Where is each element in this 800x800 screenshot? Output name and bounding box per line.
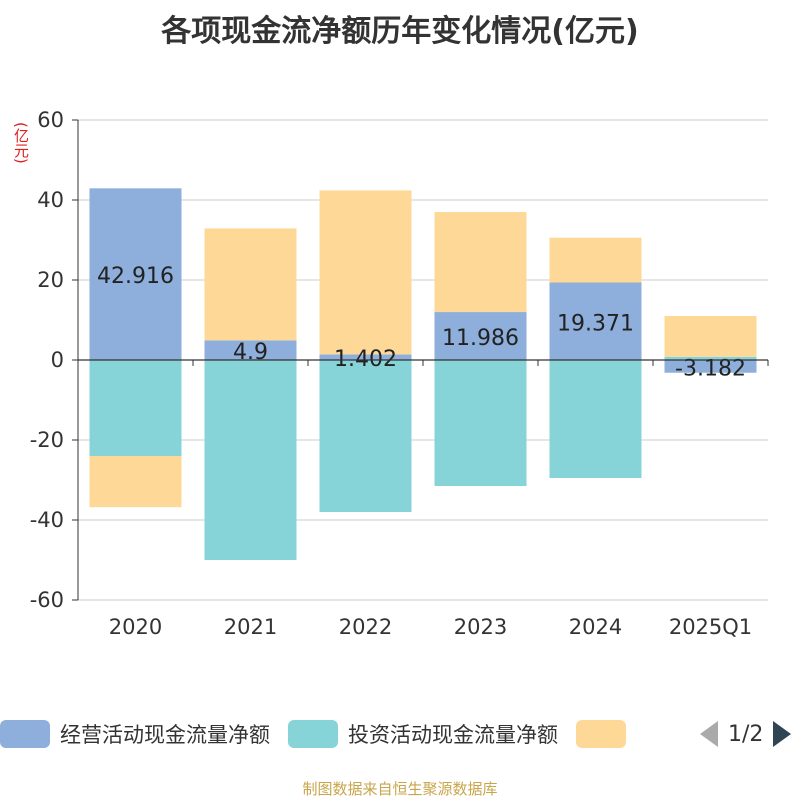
bar-operating (204, 340, 297, 360)
legend-swatch-investing (288, 720, 338, 748)
legend-swatch-operating (0, 720, 50, 748)
data-label-operating: 4.9 (233, 340, 268, 365)
bar-operating (664, 360, 757, 373)
x-category-label: 2023 (454, 615, 507, 639)
legend-pager: 1/2 (700, 716, 792, 752)
y-tick-label: 0 (51, 348, 64, 372)
x-category-label: 2021 (224, 615, 277, 639)
bar-operating (549, 282, 642, 360)
legend: 经营活动现金流量净额 投资活动现金流量净额 1/2 (0, 716, 800, 752)
x-category-label: 2024 (569, 615, 622, 639)
data-label-operating: 42.916 (97, 264, 174, 289)
legend-next-page-icon[interactable] (773, 721, 792, 747)
bar-third (89, 456, 182, 508)
y-tick-label: -20 (30, 428, 64, 452)
bar-third (319, 190, 412, 355)
data-label-operating: 19.371 (557, 311, 634, 336)
chart-title: 各项现金流净额历年变化情况(亿元) (161, 14, 639, 49)
x-category-label: 2020 (109, 615, 162, 639)
source-footer: 制图数据来自恒生聚源数据库 (302, 780, 498, 798)
bar-operating (319, 354, 412, 360)
bar-investing (319, 360, 412, 512)
y-tick-label: -60 (30, 588, 64, 612)
bar-third (204, 228, 297, 341)
bar-operating (434, 312, 527, 360)
legend-prev-page-icon[interactable] (700, 721, 718, 747)
y-tick-label: 40 (37, 188, 64, 212)
bar-investing (664, 356, 757, 360)
legend-page-number: 1/2 (728, 721, 764, 747)
bar-investing (434, 360, 527, 486)
bar-third (549, 237, 642, 283)
legend-label-investing: 投资活动现金流量净额 (348, 723, 558, 747)
legend-item-investing[interactable]: 投资活动现金流量净额 (288, 719, 558, 749)
x-category-label: 2022 (339, 615, 392, 639)
legend-label-operating: 经营活动现金流量净额 (60, 723, 270, 747)
legend-item-operating[interactable]: 经营活动现金流量净额 (0, 719, 270, 749)
bar-operating (89, 188, 182, 360)
y-tick-label: 20 (37, 268, 64, 292)
bar-third (434, 212, 527, 313)
y-tick-label: 60 (37, 108, 64, 132)
bar-third (664, 316, 757, 357)
data-label-operating: 11.986 (442, 326, 519, 351)
bar-investing (89, 360, 182, 456)
legend-item-third[interactable] (576, 720, 636, 748)
y-tick-label: -40 (30, 508, 64, 532)
bar-investing (204, 360, 297, 560)
x-category-label: 2025Q1 (669, 615, 752, 639)
y-axis-unit-label: (亿元) (12, 122, 30, 164)
bar-investing (549, 360, 642, 478)
legend-swatch-third (576, 720, 626, 748)
